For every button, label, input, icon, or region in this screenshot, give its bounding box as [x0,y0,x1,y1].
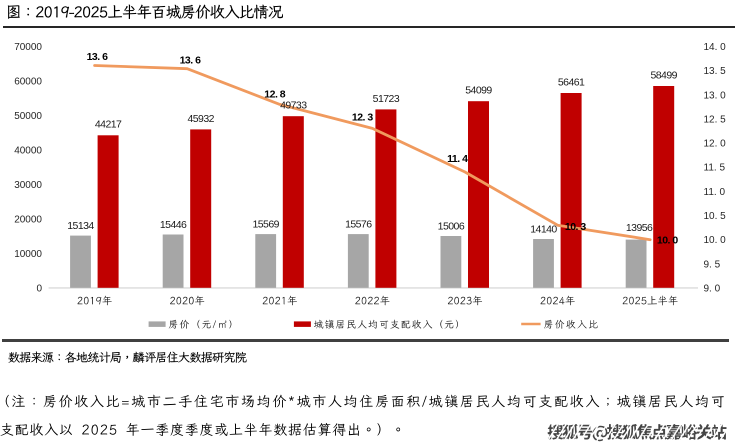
svg-text:12. 8: 12. 8 [264,89,286,101]
svg-text:51723: 51723 [373,93,400,105]
svg-text:20000: 20000 [14,215,42,226]
svg-text:50000: 50000 [14,111,42,122]
svg-text:15576: 15576 [345,218,372,230]
svg-text:45932: 45932 [187,113,214,125]
svg-text:70000: 70000 [14,42,42,53]
svg-text:44217: 44217 [95,119,122,131]
svg-text:11. 0: 11. 0 [704,187,726,198]
svg-text:15569: 15569 [252,218,279,230]
svg-text:13956: 13956 [626,222,653,234]
svg-text:10. 0: 10. 0 [704,235,727,246]
svg-text:13. 0: 13. 0 [704,90,727,101]
svg-text:40000: 40000 [14,146,42,157]
svg-text:58499: 58499 [650,69,677,81]
svg-text:13. 6: 13. 6 [87,51,109,63]
svg-text:30000: 30000 [14,180,42,191]
svg-text:10. 0: 10. 0 [657,234,679,246]
svg-text:10. 5: 10. 5 [704,211,727,222]
svg-text:14140: 14140 [530,223,557,235]
svg-text:15446: 15446 [160,219,187,231]
svg-text:11. 4: 11. 4 [447,153,468,165]
svg-text:12. 3: 12. 3 [352,112,374,124]
svg-text:9. 0: 9. 0 [704,284,721,295]
svg-text:60000: 60000 [14,77,42,88]
svg-text:12. 5: 12. 5 [704,114,727,125]
svg-text:0: 0 [36,284,42,295]
svg-text:15134: 15134 [67,220,94,232]
svg-text:49733: 49733 [280,100,307,112]
svg-text:12. 0: 12. 0 [704,139,727,150]
svg-text:15006: 15006 [438,220,465,232]
svg-text:13. 5: 13. 5 [704,66,727,77]
svg-text:13. 6: 13. 6 [180,55,202,67]
svg-text:9. 5: 9. 5 [704,259,721,270]
svg-text:10000: 10000 [14,249,42,260]
svg-text:11. 5: 11. 5 [704,163,726,174]
svg-text:14. 0: 14. 0 [704,42,727,53]
svg-text:10. 3: 10. 3 [565,221,587,233]
svg-text:56461: 56461 [558,76,585,88]
svg-text:54099: 54099 [465,85,492,97]
